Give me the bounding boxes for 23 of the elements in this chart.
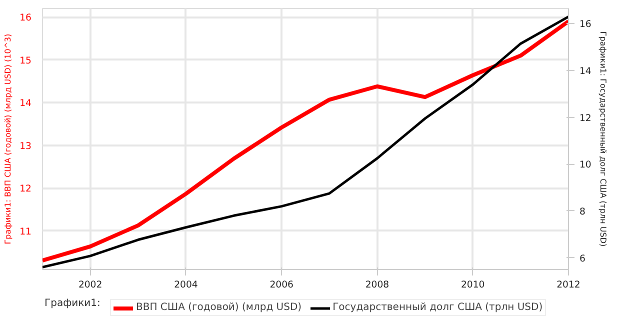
y2-tick-label: 12 [580,112,592,124]
legend-label: Государственный долг США (трлн USD) [332,302,543,313]
y2-tick-label: 10 [580,160,592,171]
x-tick-label: 2008 [365,280,390,290]
x-tick-label: 2002 [78,280,102,290]
x-tick-label: 2012 [556,280,580,290]
x-tick-label: 2004 [174,280,198,290]
y2-tick-label: 6 [580,253,586,264]
x-tick-label: 2010 [460,280,485,290]
y2-tick-label: 14 [580,66,592,78]
y-tick-label: 12 [20,184,32,195]
y-tick-label: 11 [20,226,32,238]
y2-tick-label: 16 [580,19,592,30]
y-tick-label: 16 [20,12,32,24]
legend-label: ВВП США (годовой) (млрд USD) [136,302,302,313]
y-tick-label: 15 [20,55,32,66]
x-tick-label: 2006 [270,280,294,290]
y2-tick-label: 8 [580,206,586,218]
y-tick-label: 14 [20,98,32,110]
legend-title: Графики1: [44,298,100,309]
y-axis-title: Графики1: ВВП США (годовой) (млрд USD) (10^3) [4,34,13,244]
y2-axis-title: Графики1: Государственный долг США (трлн USD) [598,31,608,247]
y-tick-label: 13 [20,140,32,152]
